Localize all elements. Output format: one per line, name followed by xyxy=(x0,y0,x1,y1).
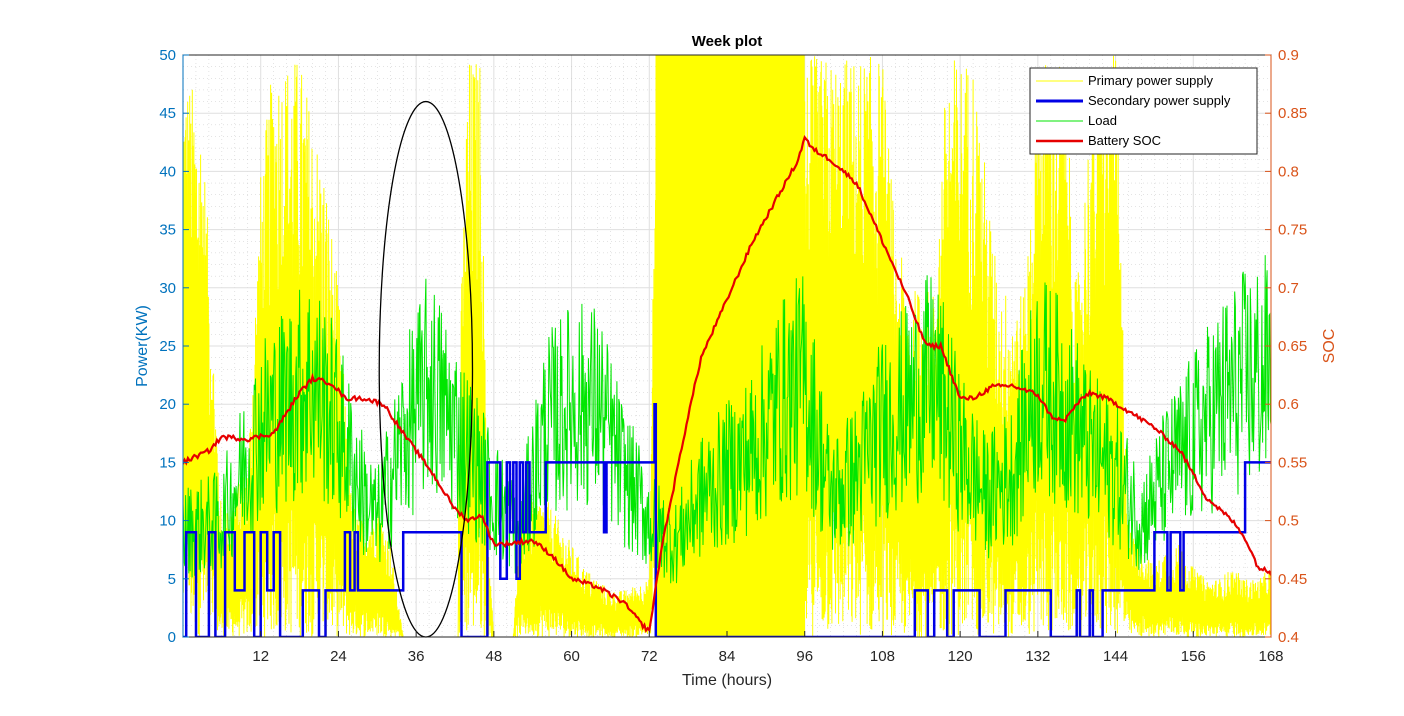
y-right-tick-label: 0.55 xyxy=(1278,454,1307,471)
y-right-tick-label: 0.5 xyxy=(1278,513,1299,530)
y-right-tick-label: 0.7 xyxy=(1278,280,1299,297)
x-tick-label: 144 xyxy=(1103,648,1128,665)
y-left-tick-label: 15 xyxy=(159,454,176,471)
series-load xyxy=(183,255,1271,584)
legend-label-secondary: Secondary power supply xyxy=(1088,93,1231,108)
y-left-tick-label: 0 xyxy=(168,629,176,646)
legend: Primary power supply Secondary power sup… xyxy=(1029,67,1258,155)
legend-label-load: Load xyxy=(1088,113,1117,128)
y-axis-right-label: SOC xyxy=(1321,329,1338,364)
x-tick-label: 168 xyxy=(1258,648,1283,665)
x-tick-label: 84 xyxy=(719,648,736,665)
y-left-tick-label: 5 xyxy=(168,571,176,588)
x-tick-label: 96 xyxy=(796,648,813,665)
y-right-tick-label: 0.45 xyxy=(1278,571,1307,588)
y-left-tick-label: 40 xyxy=(159,163,176,180)
y-right-tick-label: 0.75 xyxy=(1278,222,1307,239)
x-tick-label: 12 xyxy=(252,648,269,665)
x-tick-label: 60 xyxy=(563,648,580,665)
y-left-tick-label: 10 xyxy=(159,513,176,530)
y-right-tick-label: 0.8 xyxy=(1278,163,1299,180)
y-left-tick-label: 35 xyxy=(159,222,176,239)
y-left-tick-label: 20 xyxy=(159,396,176,413)
y-right-tick-label: 0.9 xyxy=(1278,47,1299,64)
x-tick-label: 72 xyxy=(641,648,658,665)
x-axis-label: Time (hours) xyxy=(682,672,772,689)
y-right-tick-label: 0.85 xyxy=(1278,105,1307,122)
series-battery-soc xyxy=(183,135,1271,633)
y-left-tick-label: 30 xyxy=(159,280,176,297)
x-tick-label: 132 xyxy=(1025,648,1050,665)
legend-box xyxy=(1029,67,1258,155)
legend-label-soc: Battery SOC xyxy=(1088,133,1161,148)
series-layer xyxy=(183,55,1271,637)
x-tick-label: 36 xyxy=(408,648,425,665)
x-tick-label: 108 xyxy=(870,648,895,665)
chart-title: Week plot xyxy=(692,33,763,50)
y-right-tick-label: 0.65 xyxy=(1278,338,1307,355)
series-primary-power-supply xyxy=(183,55,1271,637)
y-right-tick-label: 0.4 xyxy=(1278,629,1299,646)
x-tick-label: 120 xyxy=(948,648,973,665)
y-axis-left-label: Power(KW) xyxy=(134,305,151,387)
x-tick-label: 156 xyxy=(1181,648,1206,665)
y-right-tick-label: 0.6 xyxy=(1278,396,1299,413)
x-tick-label: 24 xyxy=(330,648,347,665)
y-left-tick-label: 50 xyxy=(159,47,176,64)
y-left-tick-label: 25 xyxy=(159,338,176,355)
x-tick-label: 48 xyxy=(486,648,503,665)
y-left-tick-label: 45 xyxy=(159,105,176,122)
axes-layer: 12 24 36 48 60 72 84 96 108 120 132 144 156 168 0 5 10 15… xyxy=(159,47,1307,665)
legend-label-primary: Primary power supply xyxy=(1088,73,1213,88)
series-secondary-power-supply xyxy=(183,402,1271,637)
